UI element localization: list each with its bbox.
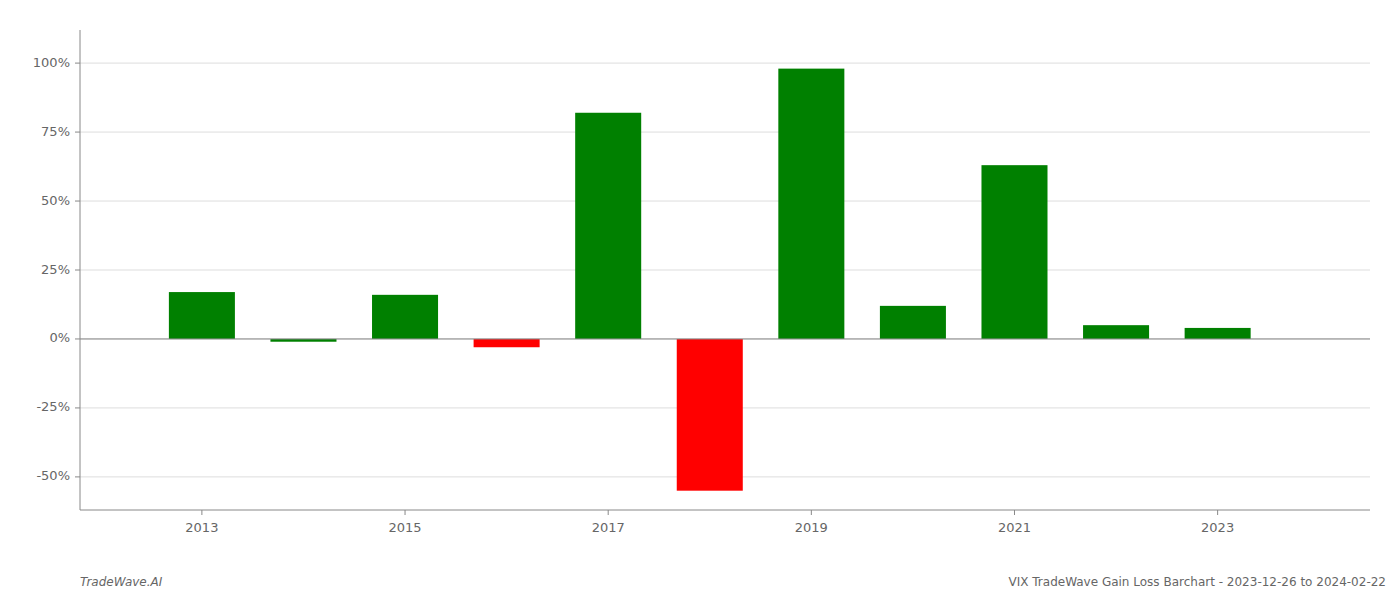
x-tick — [1014, 510, 1015, 515]
x-tick — [811, 510, 812, 515]
x-tick — [1217, 510, 1218, 515]
x-tick-label: 2015 — [388, 520, 421, 535]
x-tick — [201, 510, 202, 515]
chart-container: -50%-25%0%25%50%75%100%20132015201720192… — [0, 0, 1400, 600]
y-tick — [75, 132, 80, 133]
y-tick-label: 50% — [41, 193, 70, 208]
bar — [1083, 325, 1149, 339]
bar — [880, 306, 946, 339]
bars — [169, 69, 1251, 491]
bar — [1185, 328, 1251, 339]
chart-svg: -50%-25%0%25%50%75%100%20132015201720192… — [0, 0, 1400, 600]
background — [0, 0, 1400, 600]
bar — [981, 165, 1047, 339]
y-tick-label: 0% — [49, 330, 70, 345]
grid-line — [80, 338, 1370, 339]
y-tick-label: -25% — [36, 399, 70, 414]
bar — [575, 113, 641, 339]
y-tick-label: -50% — [36, 468, 70, 483]
footer-right: VIX TradeWave Gain Loss Barchart - 2023-… — [1009, 575, 1387, 589]
x-tick-label: 2017 — [592, 520, 625, 535]
grid-line — [80, 63, 1370, 64]
x-tick-label: 2021 — [998, 520, 1031, 535]
y-axis-line — [80, 30, 81, 510]
bar — [169, 292, 235, 339]
footer-left: TradeWave.AI — [80, 575, 163, 589]
x-tick-label: 2019 — [795, 520, 828, 535]
y-tick-label: 75% — [41, 124, 70, 139]
y-tick — [75, 407, 80, 408]
y-tick-label: 100% — [33, 55, 70, 70]
footer: TradeWave.AI VIX TradeWave Gain Loss Barc… — [80, 575, 1386, 589]
y-tick — [75, 338, 80, 339]
bar — [677, 339, 743, 491]
bar — [778, 69, 844, 339]
axes: 2013 2015 2017 2019 2021 2023 — [80, 30, 1370, 535]
grid-line — [80, 270, 1370, 271]
x-tick-label: 2013 — [185, 520, 218, 535]
bar — [372, 295, 438, 339]
x-tick-label: 2023 — [1201, 520, 1234, 535]
y-tick — [75, 270, 80, 271]
y-tick-label: 25% — [41, 262, 70, 277]
x-axis-line — [80, 510, 1370, 511]
y-tick — [75, 476, 80, 477]
bar — [474, 339, 540, 347]
y-tick — [75, 201, 80, 202]
grid-line — [80, 132, 1370, 133]
x-tick — [608, 510, 609, 515]
x-tick — [405, 510, 406, 515]
grid-line — [80, 201, 1370, 202]
y-tick — [75, 63, 80, 64]
zero-line — [80, 338, 1370, 339]
